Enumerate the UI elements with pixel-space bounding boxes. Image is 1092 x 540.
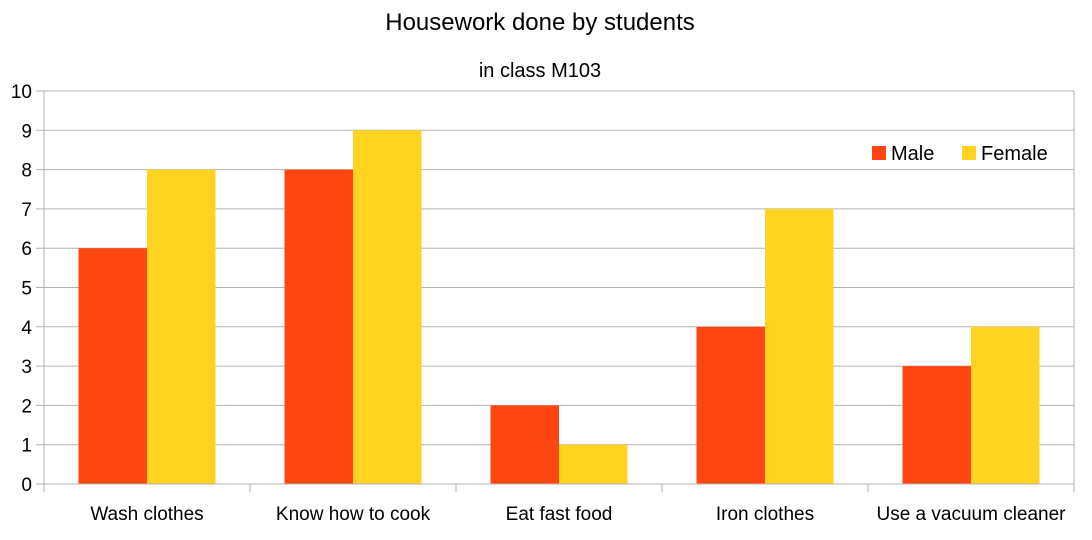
bar-male	[902, 366, 971, 484]
legend: Male Female	[872, 143, 1048, 165]
bar-male	[78, 248, 147, 484]
bar-female	[971, 326, 1040, 484]
y-tick-label: 1	[21, 436, 32, 457]
y-tick-label: 2	[21, 396, 32, 417]
legend-swatch-female	[962, 146, 976, 160]
x-category-label: Iron clothes	[716, 504, 814, 525]
y-tick-label: 3	[21, 357, 32, 378]
legend-label-female: Female	[981, 143, 1048, 165]
axes	[36, 91, 1075, 492]
bar-male	[284, 169, 353, 484]
y-tick-labels: 0 1 2 3 4 5 6 7 8 9 10	[11, 82, 33, 496]
y-tick-label: 10	[11, 82, 32, 103]
bars	[78, 130, 1040, 485]
bar-male	[490, 405, 559, 484]
x-category-labels: Wash clothes Know how to cook Eat fast foo…	[90, 504, 1066, 525]
y-tick-label: 8	[21, 161, 32, 182]
bar-male	[696, 326, 765, 484]
y-tick-label: 5	[21, 279, 32, 300]
x-category-label: Eat fast food	[506, 504, 613, 525]
bar-female	[353, 130, 422, 485]
chart-subtitle: in class M103	[479, 60, 601, 82]
x-category-label: Wash clothes	[90, 504, 203, 525]
bar-female	[765, 208, 834, 484]
y-tick-label: 0	[21, 475, 32, 496]
x-category-label: Know how to cook	[276, 504, 431, 525]
bar-female	[147, 169, 216, 484]
y-tick-label: 6	[21, 239, 32, 260]
y-tick-label: 4	[21, 318, 32, 339]
legend-label-male: Male	[891, 143, 934, 165]
legend-swatch-male	[872, 146, 886, 160]
chart-title: Housework done by students	[385, 9, 695, 36]
x-category-label: Use a vacuum cleaner	[876, 504, 1066, 525]
bar-female	[559, 444, 628, 484]
y-tick-label: 7	[21, 200, 32, 221]
y-tick-label: 9	[21, 121, 32, 142]
